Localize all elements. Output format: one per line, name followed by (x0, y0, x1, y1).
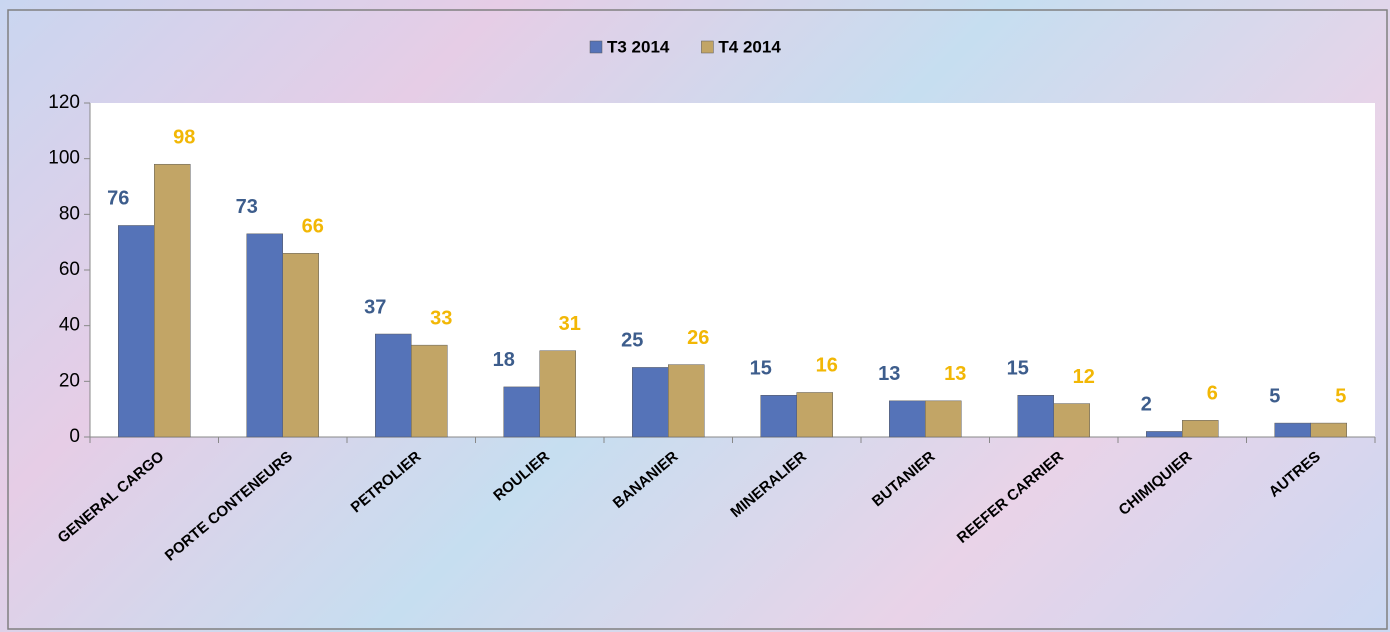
bar (503, 386, 540, 438)
x-tick-label: PORTE CONTENEURS (162, 448, 296, 564)
data-label: 18 (493, 349, 515, 371)
y-tick-label: 40 (59, 315, 80, 336)
bar (282, 253, 319, 438)
bar (1146, 431, 1183, 438)
data-label: 5 (1335, 385, 1346, 407)
x-tick-label: AUTRES (1266, 448, 1324, 501)
bar (375, 333, 412, 438)
bar (539, 350, 576, 438)
data-label: 33 (430, 307, 452, 329)
y-tick-label: 20 (59, 370, 80, 391)
data-label: 6 (1207, 383, 1218, 405)
x-tick-label: ROULIER (490, 448, 553, 505)
data-label: 16 (816, 355, 838, 377)
x-tick-label: REEFER CARRIER (954, 448, 1067, 547)
legend-swatch (701, 40, 714, 54)
y-tick-label: 120 (48, 92, 80, 113)
data-label: 98 (173, 127, 195, 149)
bar (632, 367, 669, 438)
data-label: 5 (1269, 385, 1280, 407)
y-tick-label: 80 (59, 203, 80, 224)
bar (246, 233, 283, 438)
data-label: 13 (944, 363, 966, 385)
bar (1182, 420, 1219, 438)
legend-swatch (589, 40, 603, 54)
data-label: 25 (621, 330, 643, 352)
data-label: 76 (107, 188, 129, 210)
data-label: 31 (559, 313, 581, 335)
data-label: 15 (1007, 358, 1029, 380)
bar (760, 395, 797, 438)
y-tick-label: 0 (69, 426, 80, 447)
legend-label: T4 2014 (718, 37, 781, 56)
bar (796, 392, 833, 438)
data-label: 2 (1141, 394, 1152, 416)
bar (668, 364, 705, 438)
legend-label: T3 2014 (607, 37, 670, 56)
bar (411, 344, 448, 438)
data-label: 73 (236, 196, 258, 218)
x-tick-label: GENERAL CARGO (55, 448, 168, 547)
data-label: 15 (750, 358, 772, 380)
x-tick-label: CHIMIQUIER (1116, 448, 1196, 519)
x-tick-label: BANANIER (610, 448, 682, 512)
data-label: 37 (364, 296, 386, 318)
bar (118, 225, 155, 438)
bar (1053, 403, 1090, 438)
bar (925, 400, 962, 438)
bar (1017, 395, 1054, 438)
bar (889, 400, 926, 438)
x-tick-label: PETROLIER (348, 448, 425, 516)
y-tick-label: 60 (59, 259, 80, 280)
data-label: 13 (878, 363, 900, 385)
chart-frame (7, 9, 1388, 630)
data-label: 66 (302, 216, 324, 238)
y-tick-label: 100 (48, 148, 80, 169)
x-tick-label: BUTANIER (869, 448, 939, 510)
data-label: 26 (687, 327, 709, 349)
x-tick-label: MINERALIER (727, 448, 810, 521)
bar (1310, 422, 1347, 438)
data-label: 12 (1073, 366, 1095, 388)
bar (154, 163, 191, 438)
bar (1274, 422, 1311, 438)
